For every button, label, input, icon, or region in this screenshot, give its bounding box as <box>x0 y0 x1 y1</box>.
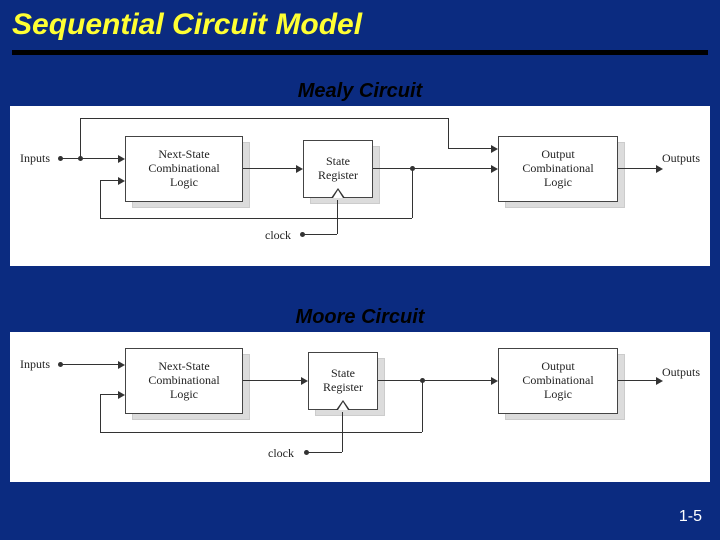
wire <box>60 364 120 365</box>
arrow-icon <box>118 361 125 369</box>
arrow-icon <box>118 177 125 185</box>
wire <box>80 118 81 158</box>
wire <box>303 234 337 235</box>
wire <box>80 118 448 119</box>
wire <box>378 380 493 381</box>
wire <box>100 394 120 395</box>
state-register-label: State Register <box>318 155 358 183</box>
wire <box>100 180 101 218</box>
wire <box>100 180 120 181</box>
output-logic-label: Output Combinational Logic <box>522 360 593 401</box>
wire <box>307 452 342 453</box>
mealy-subtitle: Mealy Circuit <box>0 80 720 103</box>
wire <box>422 380 423 432</box>
wire <box>618 168 658 169</box>
wire <box>243 168 298 169</box>
arrow-icon <box>118 155 125 163</box>
clock-label: clock <box>265 228 291 243</box>
arrow-icon <box>491 165 498 173</box>
output-logic-label: Output Combinational Logic <box>522 148 593 189</box>
moore-diagram: Inputs Next-State Combinational Logic St… <box>10 332 710 482</box>
wire <box>618 380 658 381</box>
next-state-block: Next-State Combinational Logic <box>125 136 243 202</box>
outputs-label: Outputs <box>662 365 700 380</box>
junction-node <box>78 156 83 161</box>
title-underline <box>12 50 708 55</box>
clock-edge-icon <box>336 400 350 410</box>
state-register-label: State Register <box>323 367 363 395</box>
clock-edge-icon <box>331 188 345 198</box>
wire <box>100 394 101 432</box>
clock-label: clock <box>268 446 294 461</box>
arrow-icon <box>491 145 498 153</box>
inputs-label: Inputs <box>20 357 50 372</box>
moore-subtitle: Moore Circuit <box>0 306 720 329</box>
arrow-icon <box>491 377 498 385</box>
output-logic-block: Output Combinational Logic <box>498 348 618 414</box>
arrow-icon <box>118 391 125 399</box>
wire <box>337 200 338 234</box>
inputs-label: Inputs <box>20 151 50 166</box>
mealy-diagram: Inputs Next-State Combinational Logic St… <box>10 106 710 266</box>
arrow-icon <box>301 377 308 385</box>
slide: Sequential Circuit Model Mealy Circuit I… <box>0 0 720 540</box>
wire <box>448 118 449 148</box>
wire <box>100 218 412 219</box>
wire <box>373 168 493 169</box>
page-title: Sequential Circuit Model <box>12 8 362 42</box>
output-logic-block: Output Combinational Logic <box>498 136 618 202</box>
arrow-icon <box>296 165 303 173</box>
wire <box>448 148 493 149</box>
wire <box>60 158 120 159</box>
outputs-label: Outputs <box>662 151 700 166</box>
next-state-label: Next-State Combinational Logic <box>148 360 219 401</box>
next-state-label: Next-State Combinational Logic <box>148 148 219 189</box>
wire <box>412 168 413 218</box>
page-number: 1-5 <box>679 508 702 526</box>
next-state-block: Next-State Combinational Logic <box>125 348 243 414</box>
wire <box>243 380 303 381</box>
wire <box>100 432 422 433</box>
